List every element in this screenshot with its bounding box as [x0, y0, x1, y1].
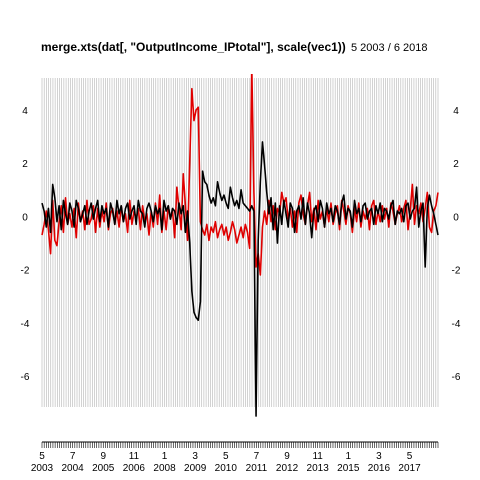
x-tick-label-month: 9 — [100, 451, 106, 462]
series-lines — [41, 74, 439, 417]
x-axis: 5200372004920051120061200832009520107201… — [31, 441, 439, 474]
y-tick-label-left: 4 — [22, 106, 28, 117]
vertical-grid — [41, 78, 439, 407]
x-tick-label-month: 1 — [346, 451, 352, 462]
y-tick-label-right: -6 — [452, 372, 461, 383]
x-tick-label-year: 2012 — [276, 463, 299, 474]
x-tick-label-month: 5 — [223, 451, 229, 462]
chart-date-range: 5 2003 / 6 2018 — [351, 42, 427, 54]
x-tick-label-year: 2016 — [368, 463, 391, 474]
y-axis-right: -6 -4 -2 0 2 4 — [452, 106, 461, 383]
series-line-2 — [41, 141, 439, 417]
x-tick-label-year: 2009 — [184, 463, 207, 474]
x-tick-label-month: 1 — [162, 451, 168, 462]
x-tick-label-year: 2017 — [398, 463, 421, 474]
x-tick-label-month: 11 — [312, 451, 323, 462]
chart-title: merge.xts(dat[, "OutputIncome_IPtotal"],… — [41, 40, 346, 54]
y-tick-label-left: 2 — [22, 159, 28, 170]
series-line-1 — [41, 74, 439, 276]
x-tick-label-month: 5 — [407, 451, 413, 462]
x-tick-label-year: 2003 — [31, 463, 54, 474]
x-tick-label-year: 2013 — [307, 463, 330, 474]
y-tick-label-right: -4 — [452, 319, 461, 330]
y-tick-label-right: -2 — [452, 266, 461, 277]
x-tick-label-month: 3 — [376, 451, 382, 462]
x-tick-label-year: 2006 — [123, 463, 146, 474]
x-tick-label-month: 7 — [70, 451, 76, 462]
x-tick-label-year: 2015 — [337, 463, 360, 474]
x-tick-label-year: 2010 — [215, 463, 238, 474]
y-tick-label-left: -2 — [21, 266, 30, 277]
y-tick-label-left: -4 — [21, 319, 30, 330]
y-tick-label-right: 0 — [453, 212, 459, 223]
y-tick-label-right: 2 — [453, 159, 459, 170]
x-tick-label-year: 2008 — [153, 463, 176, 474]
y-tick-label-right: 4 — [453, 106, 459, 117]
y-axis-left: -6 -4 -2 0 2 4 — [21, 106, 30, 383]
x-tick-label-month: 3 — [192, 451, 198, 462]
y-tick-label-left: -6 — [21, 372, 30, 383]
x-tick-label-month: 5 — [39, 451, 45, 462]
y-tick-label-left: 0 — [22, 212, 28, 223]
x-tick-label-month: 7 — [254, 451, 260, 462]
x-tick-label-month: 11 — [129, 451, 140, 462]
x-tick-label-year: 2011 — [246, 463, 268, 474]
x-tick-label-year: 2004 — [62, 463, 85, 474]
x-tick-label-month: 9 — [284, 451, 290, 462]
x-tick-label-year: 2005 — [92, 463, 115, 474]
